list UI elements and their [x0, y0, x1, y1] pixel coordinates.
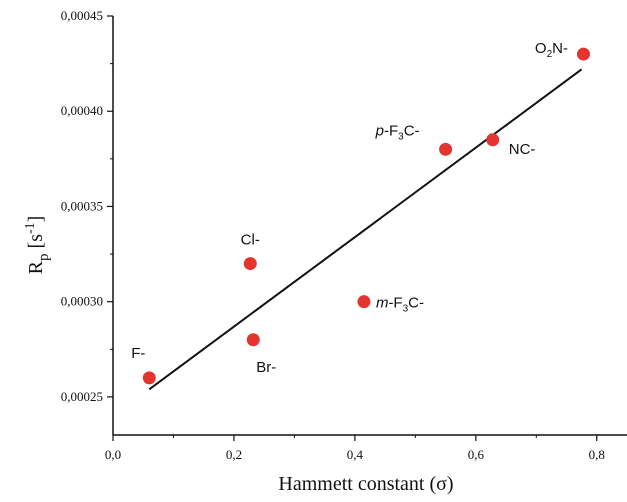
label-subscript: 2 [547, 49, 553, 60]
y-tick-label: 0,00030 [61, 294, 103, 309]
ticks: 0,0 0,2 0,4 0,6 0,8 0,00025 0,00030 0,00035 0,00… [61, 8, 605, 462]
point-label: p-F3C- [375, 122, 420, 142]
label-main: NC- [509, 141, 536, 158]
point-label: Br- [256, 359, 276, 376]
x-tick-label: 0,6 [468, 447, 485, 462]
label-suffix: C- [408, 295, 424, 312]
y-axis-title: Rp [s-1] [23, 216, 52, 275]
data-point [486, 133, 500, 147]
data-point [576, 47, 590, 61]
point-labels: F-Cl-Br-m-F3C-p-F3C-NC-O2N- [131, 40, 568, 376]
label-suffix: C- [404, 122, 420, 139]
label-main: F- [131, 345, 145, 362]
data-point [357, 295, 371, 309]
point-label: Cl- [241, 232, 260, 249]
label-italic-prefix: p [375, 122, 384, 139]
x-axis-title: Hammett constant (σ) [278, 473, 453, 495]
fit-line-group [148, 68, 583, 391]
x-tick-label: 0,8 [589, 447, 605, 462]
x-tick-label: 0,2 [226, 447, 242, 462]
data-points [142, 47, 590, 385]
data-point [243, 257, 257, 271]
ylabel-unit-close: ] [25, 216, 47, 223]
point-label: NC- [509, 141, 536, 158]
ylabel-subscript: p [36, 253, 52, 261]
label-main: -F [384, 122, 398, 139]
label-italic-prefix: m [376, 295, 389, 312]
data-point [142, 371, 156, 385]
label-subscript: 3 [403, 304, 409, 315]
point-label: F- [131, 345, 145, 362]
label-suffix: N- [552, 40, 568, 57]
y-tick-label: 0,00035 [61, 198, 103, 213]
axes [112, 16, 627, 436]
x-tick-label: 0,0 [105, 447, 121, 462]
x-tick-label: 0,4 [347, 447, 364, 462]
data-point [246, 333, 260, 347]
label-subscript: 3 [398, 131, 404, 142]
y-tick-label: 0,00040 [61, 103, 103, 118]
y-tick-label: 0,00045 [61, 8, 103, 23]
ylabel-unit-open: [s [25, 234, 47, 254]
point-label: O2N- [535, 40, 568, 60]
label-main: -F [388, 295, 402, 312]
point-label: m-F3C- [376, 295, 424, 315]
fit-line [148, 68, 583, 391]
label-main: Cl- [241, 232, 260, 249]
label-main: O [535, 40, 547, 57]
data-point [439, 142, 453, 156]
ylabel-main: R [25, 260, 47, 274]
label-main: Br- [256, 359, 276, 376]
y-tick-label: 0,00025 [61, 389, 103, 404]
ylabel-superscript: -1 [23, 222, 38, 234]
